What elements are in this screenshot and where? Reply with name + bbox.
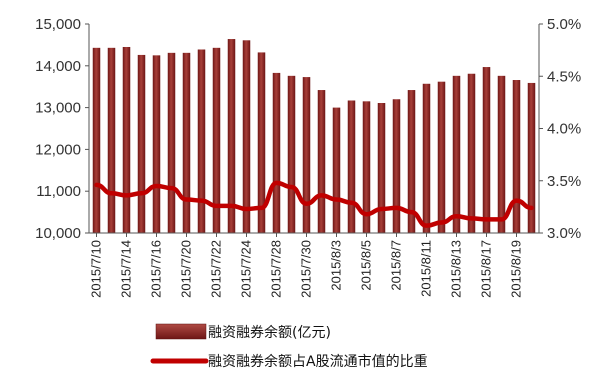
bar: [437, 81, 446, 234]
bar: [227, 39, 236, 233]
bar: [92, 47, 101, 233]
right-axis-ticks: 3.0% 3.5% 4.0% 4.5% 5.0%: [539, 16, 581, 242]
legend-label-line: 融资融券余额占A股流通市值的比重: [208, 353, 428, 370]
left-tick-label: 11,000: [36, 183, 81, 200]
bar: [287, 75, 296, 233]
bar: [167, 52, 176, 234]
bar: [317, 90, 326, 233]
bar: [512, 80, 521, 234]
bar: [377, 103, 386, 233]
right-tick-label: 5.0%: [547, 16, 581, 33]
bar: [332, 107, 341, 233]
bar: [137, 54, 146, 233]
bar: [347, 100, 356, 233]
left-tick-label: 14,000: [35, 58, 81, 75]
x-tick-label: 2015/8/5: [359, 240, 374, 291]
bar: [497, 75, 506, 233]
left-axis-ticks: 10,000 11,000 12,000 13,000 14,000 15,000: [35, 16, 89, 242]
legend: 融资融券余额(亿元) 融资融券余额占A股流通市值的比重: [150, 323, 428, 370]
x-tick-label: 2015/7/30: [299, 240, 314, 298]
x-tick-label: 2015/7/28: [269, 240, 284, 298]
left-tick-label: 10,000: [35, 225, 81, 242]
bar: [407, 90, 416, 233]
bar: [257, 52, 266, 234]
ratio-line: [94, 180, 534, 228]
left-tick-label: 13,000: [35, 100, 81, 117]
bar: [212, 47, 221, 233]
bar: [302, 77, 311, 233]
legend-label-bar: 融资融券余额(亿元): [208, 324, 331, 341]
bar: [242, 40, 251, 233]
x-tick-label: 2015/7/24: [239, 240, 254, 298]
bar: [197, 49, 206, 233]
line-series: [94, 180, 534, 228]
right-tick-label: 3.5%: [547, 173, 581, 190]
x-tick-label: 2015/7/10: [89, 240, 104, 298]
x-tick-label: 2015/8/19: [509, 240, 524, 298]
x-tick-label: 2015/8/17: [479, 240, 494, 298]
left-tick-label: 12,000: [35, 141, 81, 158]
x-tick-label: 2015/7/14: [119, 240, 134, 298]
bar: [272, 72, 281, 233]
x-tick-label: 2015/8/11: [419, 240, 434, 297]
left-tick-label: 15,000: [35, 16, 81, 33]
bar: [392, 99, 401, 234]
legend-swatch-bar: [155, 323, 207, 340]
bar: [482, 67, 491, 233]
right-tick-label: 4.0%: [547, 121, 581, 138]
legend-item-bar: 融资融券余额(亿元): [155, 323, 331, 341]
bar: [152, 55, 161, 233]
x-tick-label: 2015/8/3: [329, 240, 344, 291]
x-tick-label: 2015/7/20: [179, 240, 194, 298]
bar-series: [92, 39, 536, 234]
bar: [467, 73, 476, 233]
x-axis-ticks: 2015/7/10 2015/7/14 2015/7/16 2015/7/20 2015…: [89, 233, 524, 298]
x-tick-label: 2015/7/16: [149, 240, 164, 298]
right-tick-label: 3.0%: [547, 225, 581, 242]
bar: [122, 46, 131, 233]
bar: [527, 82, 536, 233]
legend-item-line: 融资融券余额占A股流通市值的比重: [150, 353, 428, 370]
right-tick-label: 4.5%: [547, 68, 581, 85]
bar: [452, 75, 461, 233]
x-tick-label: 2015/7/22: [209, 240, 224, 298]
bar: [182, 52, 191, 234]
bar: [107, 47, 116, 233]
x-tick-label: 2015/8/13: [449, 240, 464, 298]
bar: [422, 83, 431, 233]
x-tick-label: 2015/8/7: [389, 240, 404, 291]
bar: [362, 101, 371, 233]
